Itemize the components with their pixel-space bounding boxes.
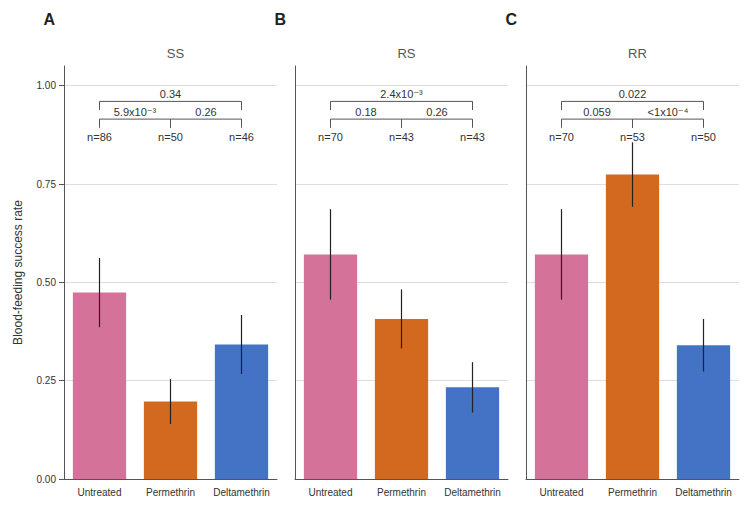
- svg-text:0.26: 0.26: [426, 106, 447, 118]
- svg-text:n=53: n=53: [620, 131, 645, 143]
- svg-text:Untreated: Untreated: [78, 487, 122, 498]
- svg-text:n=86: n=86: [87, 131, 112, 143]
- svg-text:0.022: 0.022: [619, 88, 647, 100]
- svg-text:0.26: 0.26: [195, 106, 216, 118]
- svg-text:C: C: [505, 11, 517, 28]
- svg-text:0.00: 0.00: [37, 474, 57, 485]
- svg-text:2.4x10⁻³: 2.4x10⁻³: [380, 88, 423, 100]
- svg-text:Untreated: Untreated: [540, 487, 584, 498]
- svg-text:0.25: 0.25: [37, 375, 57, 386]
- svg-text:0.50: 0.50: [37, 277, 57, 288]
- svg-text:n=43: n=43: [389, 131, 414, 143]
- svg-text:1.00: 1.00: [37, 80, 57, 91]
- svg-text:<1x10⁻⁴: <1x10⁻⁴: [648, 106, 689, 118]
- svg-text:0.75: 0.75: [37, 179, 57, 190]
- svg-text:0.34: 0.34: [160, 88, 181, 100]
- svg-text:0.059: 0.059: [583, 106, 611, 118]
- svg-text:n=70: n=70: [318, 131, 343, 143]
- svg-text:Permethrin: Permethrin: [146, 487, 195, 498]
- svg-text:A: A: [43, 11, 55, 28]
- svg-text:n=43: n=43: [460, 131, 485, 143]
- svg-text:RS: RS: [397, 46, 415, 61]
- svg-text:Deltamethrin: Deltamethrin: [675, 487, 732, 498]
- svg-text:Blood-feeding success rate: Blood-feeding success rate: [11, 200, 25, 345]
- svg-text:n=50: n=50: [691, 131, 716, 143]
- svg-text:SS: SS: [167, 46, 185, 61]
- svg-text:RR: RR: [628, 46, 647, 61]
- svg-text:n=46: n=46: [229, 131, 254, 143]
- svg-text:n=70: n=70: [549, 131, 574, 143]
- svg-text:n=50: n=50: [158, 131, 183, 143]
- svg-text:Permethrin: Permethrin: [608, 487, 657, 498]
- svg-text:5.9x10⁻³: 5.9x10⁻³: [114, 106, 157, 118]
- svg-text:Permethrin: Permethrin: [377, 487, 426, 498]
- svg-text:0.18: 0.18: [355, 106, 376, 118]
- svg-text:B: B: [274, 11, 286, 28]
- svg-text:Untreated: Untreated: [309, 487, 353, 498]
- svg-text:Deltamethrin: Deltamethrin: [444, 487, 501, 498]
- svg-text:Deltamethrin: Deltamethrin: [213, 487, 270, 498]
